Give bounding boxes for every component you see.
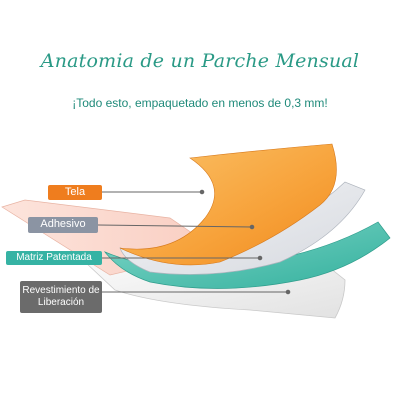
matriz-label: Matriz Patentada <box>6 251 102 265</box>
tela-label: Tela <box>48 185 102 200</box>
diagram-subtitle: ¡Todo esto, empaquetado en menos de 0,3 … <box>72 96 328 110</box>
revestimiento-label: Revestimiento de Liberación <box>20 281 102 313</box>
tela-layer <box>119 143 337 266</box>
pointer-lines <box>97 189 291 295</box>
adhesivo-label: Adhesivo <box>28 217 98 233</box>
diagram-title: Anatomia de un Parche Mensual <box>40 50 360 72</box>
